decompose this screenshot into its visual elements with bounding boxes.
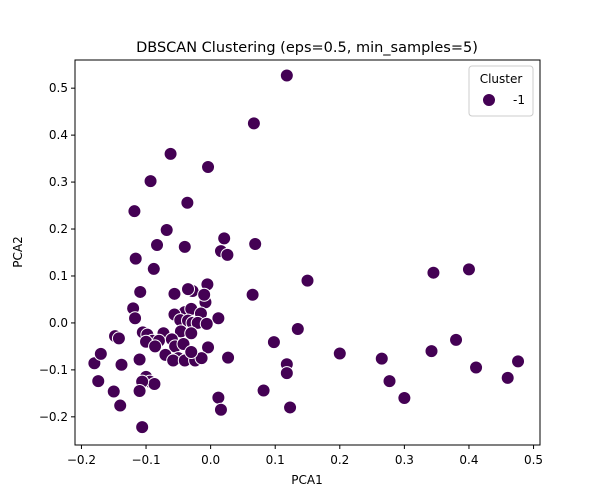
x-tick-label: 0.3 xyxy=(395,453,414,467)
data-point xyxy=(128,311,143,326)
data-point xyxy=(511,354,526,369)
data-point xyxy=(194,351,209,366)
data-point xyxy=(256,383,271,398)
x-tick-label: 0.1 xyxy=(266,453,285,467)
data-point xyxy=(91,374,106,389)
data-point xyxy=(217,231,232,246)
data-point xyxy=(449,332,464,347)
data-point xyxy=(461,262,476,277)
y-tick-label: −0.1 xyxy=(39,363,68,377)
x-tick-label: 0.5 xyxy=(524,453,543,467)
x-tick-label: 0.2 xyxy=(330,453,349,467)
data-point xyxy=(159,222,174,237)
y-tick-label: 0.4 xyxy=(49,128,68,142)
data-point xyxy=(201,340,216,355)
y-axis-label: PCA2 xyxy=(11,236,25,267)
data-point xyxy=(374,351,389,366)
data-point xyxy=(332,346,347,361)
data-point xyxy=(167,286,182,301)
data-point xyxy=(201,160,216,175)
x-tick-label: −0.1 xyxy=(131,453,160,467)
data-point xyxy=(106,384,121,399)
data-point xyxy=(213,402,228,417)
data-point xyxy=(150,237,165,252)
data-point xyxy=(211,311,226,326)
data-point xyxy=(424,344,439,359)
data-point xyxy=(245,287,260,302)
data-point xyxy=(469,360,484,375)
y-tick-label: 0.3 xyxy=(49,175,68,189)
x-tick-label: −0.2 xyxy=(67,453,96,467)
data-point xyxy=(181,282,196,297)
data-point xyxy=(197,287,212,302)
data-point xyxy=(211,390,226,405)
data-point xyxy=(221,350,236,365)
ticks-layer: −0.2 −0.1 0.0 0.1 0.2 0.3 0.4 0.5 −0.2 −0.1 0.0 0.1… xyxy=(39,81,543,467)
data-point xyxy=(128,251,143,266)
data-point xyxy=(500,370,515,385)
x-axis-label: PCA1 xyxy=(291,473,322,487)
legend: Cluster -1 xyxy=(468,65,534,117)
y-tick-label: 0.5 xyxy=(49,81,68,95)
y-tick-label: 0.2 xyxy=(49,222,68,236)
data-point xyxy=(132,352,147,367)
y-tick-label: −0.2 xyxy=(39,410,68,424)
data-point xyxy=(127,204,142,219)
data-point xyxy=(132,384,147,399)
data-point xyxy=(184,345,199,360)
data-point xyxy=(180,195,195,210)
legend-title: Cluster xyxy=(480,72,523,86)
chart-title: DBSCAN Clustering (eps=0.5, min_samples=… xyxy=(136,40,478,56)
plot-area-frame xyxy=(74,59,541,446)
data-point xyxy=(146,261,161,276)
data-point xyxy=(300,273,315,288)
data-point xyxy=(135,420,150,435)
data-point xyxy=(279,68,294,83)
legend-entry-label: -1 xyxy=(513,93,525,107)
data-point xyxy=(397,391,412,406)
data-point xyxy=(283,400,298,415)
data-point xyxy=(246,116,261,131)
data-point xyxy=(279,366,294,381)
data-point xyxy=(133,284,148,299)
data-point xyxy=(177,239,192,254)
y-tick-label: 0.1 xyxy=(49,269,68,283)
data-point xyxy=(290,322,305,337)
data-point xyxy=(113,398,128,413)
data-point xyxy=(163,146,178,161)
data-point xyxy=(266,335,281,350)
data-point xyxy=(166,353,181,368)
data-point xyxy=(143,174,158,189)
data-point xyxy=(220,247,235,262)
data-point xyxy=(111,331,126,346)
data-point xyxy=(426,265,441,280)
y-tick-label: 0.0 xyxy=(49,316,68,330)
data-point xyxy=(148,339,163,354)
x-tick-label: 0.4 xyxy=(459,453,478,467)
data-point xyxy=(248,237,263,252)
data-point xyxy=(382,374,397,389)
data-point xyxy=(93,346,108,361)
data-point xyxy=(114,357,129,372)
x-tick-label: 0.0 xyxy=(201,453,220,467)
data-point xyxy=(199,316,214,331)
data-point xyxy=(184,326,199,341)
legend-marker xyxy=(482,93,496,107)
data-point xyxy=(147,376,162,391)
points-layer xyxy=(87,68,526,435)
